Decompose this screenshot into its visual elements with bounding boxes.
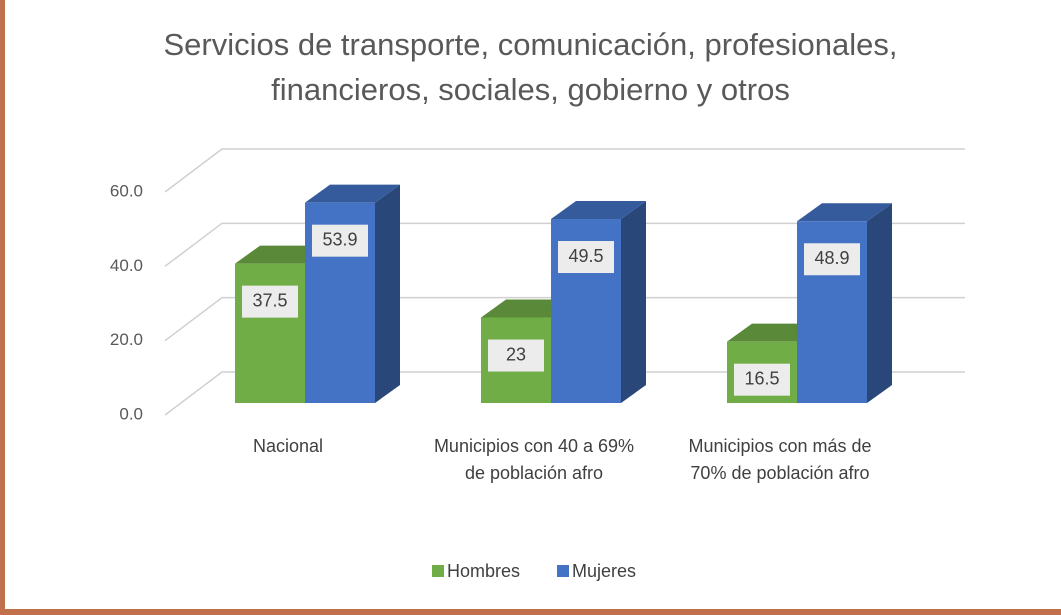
data-label-box [488, 339, 544, 372]
data-label: 49.5 [568, 246, 603, 266]
grid-line [164, 371, 965, 416]
grid-line [164, 222, 965, 267]
x-tick-label: Municipios con más de 70% de población a… [688, 436, 872, 483]
data-label-box [312, 224, 368, 257]
bar-side [867, 203, 892, 403]
bar-side [621, 201, 646, 403]
bar-top [551, 201, 646, 220]
legend-swatch [557, 565, 569, 577]
grid-line [164, 296, 965, 342]
data-label: 23 [506, 344, 526, 364]
legend-label: Mujeres [572, 561, 636, 581]
y-tick-label: 0.0 [119, 404, 143, 423]
data-label-box [558, 241, 614, 274]
y-tick-label: 60.0 [110, 181, 143, 200]
frame-border [0, 609, 1061, 615]
data-label-box [804, 243, 860, 276]
x-tick-label: Nacional [252, 436, 324, 456]
data-label-box [242, 285, 298, 318]
bar [235, 263, 305, 403]
bar-top [797, 203, 892, 222]
y-tick-label: 40.0 [110, 256, 143, 275]
y-tick-label: 20.0 [110, 330, 143, 349]
data-label: 53.9 [322, 229, 357, 249]
chart-title: Servicios de transporte, comunicación, p… [163, 27, 898, 62]
frame-border [0, 0, 5, 615]
data-label: 16.5 [744, 368, 779, 388]
x-tick-label: Municipios con 40 a 69% de población afr… [433, 436, 635, 483]
chart-title: financieros, sociales, gobierno y otros [271, 72, 790, 107]
bar-side [375, 184, 400, 403]
data-label: 48.9 [814, 248, 849, 268]
legend-swatch [432, 565, 444, 577]
bar-top [305, 184, 400, 203]
data-label: 37.5 [252, 290, 287, 310]
legend-label: Hombres [447, 561, 520, 581]
data-label-box [734, 363, 790, 396]
grid-line [164, 148, 965, 193]
